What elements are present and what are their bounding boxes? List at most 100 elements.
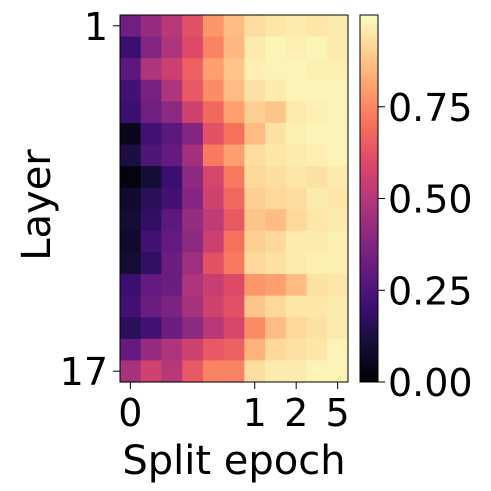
heatmap-cell bbox=[223, 166, 245, 189]
x-axis-label: Split epoch bbox=[122, 438, 345, 484]
heatmap-cell bbox=[202, 166, 225, 189]
x-tick-label: 2 bbox=[284, 391, 308, 435]
heatmap-cell bbox=[306, 122, 328, 146]
heatmap-cell bbox=[140, 101, 163, 124]
heatmap-cell bbox=[327, 360, 349, 383]
heatmap-cell bbox=[140, 360, 163, 383]
heatmap-cell bbox=[265, 122, 287, 146]
heatmap-cell bbox=[182, 360, 204, 383]
heatmap-cell bbox=[161, 79, 183, 102]
heatmap-cell bbox=[120, 122, 142, 146]
heatmap-cell bbox=[244, 338, 266, 362]
heatmap-cell bbox=[285, 187, 308, 210]
heatmap-cell bbox=[244, 79, 266, 102]
heatmap-cell bbox=[285, 79, 308, 102]
heatmap-cell bbox=[244, 101, 266, 124]
colorbar-tick-label: 0.75 bbox=[388, 86, 473, 130]
heatmap-cell bbox=[265, 317, 287, 340]
heatmap-cell bbox=[285, 15, 308, 38]
heatmap-cell bbox=[327, 317, 349, 340]
heatmap-cell bbox=[265, 166, 287, 189]
heatmap-cell bbox=[244, 58, 266, 81]
heatmap-cell bbox=[327, 166, 349, 189]
heatmap-cell bbox=[306, 209, 328, 232]
heatmap-cell bbox=[140, 295, 163, 318]
heatmap-cell bbox=[327, 338, 349, 362]
heatmap-cell bbox=[306, 36, 328, 59]
heatmap-cell bbox=[202, 360, 225, 383]
heatmap-cell bbox=[182, 317, 204, 340]
heatmap-cell bbox=[285, 295, 308, 318]
heatmap-cell bbox=[140, 317, 163, 340]
heatmap-cell bbox=[223, 79, 245, 102]
heatmap-cell bbox=[327, 209, 349, 232]
heatmap-cells bbox=[120, 15, 349, 383]
heatmap-cell bbox=[223, 295, 245, 318]
heatmap-cell bbox=[120, 36, 142, 59]
heatmap-cell bbox=[140, 338, 163, 362]
heatmap-cell bbox=[244, 230, 266, 254]
heatmap-cell bbox=[223, 360, 245, 383]
heatmap-cell bbox=[285, 209, 308, 232]
heatmap-cell bbox=[285, 338, 308, 362]
heatmap-cell bbox=[202, 338, 225, 362]
heatmap-cell bbox=[306, 101, 328, 124]
heatmap-cell bbox=[161, 122, 183, 146]
heatmap-cell bbox=[327, 187, 349, 210]
heatmap-cell bbox=[161, 274, 183, 297]
heatmap-cell bbox=[306, 58, 328, 81]
heatmap-cell bbox=[285, 317, 308, 340]
heatmap-cell bbox=[202, 58, 225, 81]
heatmap-cell bbox=[306, 230, 328, 254]
heatmap-cell bbox=[120, 317, 142, 340]
heatmap-cell bbox=[182, 15, 204, 38]
heatmap-cell bbox=[327, 36, 349, 59]
heatmap-cell bbox=[140, 209, 163, 232]
heatmap-cell bbox=[265, 187, 287, 210]
heatmap-cell bbox=[306, 144, 328, 167]
heatmap-cell bbox=[182, 252, 204, 275]
heatmap-cell bbox=[202, 230, 225, 254]
heatmap-cell bbox=[161, 338, 183, 362]
heatmap-cell bbox=[265, 252, 287, 275]
heatmap-cell bbox=[120, 252, 142, 275]
heatmap-cell bbox=[306, 166, 328, 189]
heatmap-cell bbox=[120, 58, 142, 81]
heatmap-cell bbox=[306, 274, 328, 297]
heatmap-cell bbox=[327, 79, 349, 102]
heatmap-cell bbox=[265, 79, 287, 102]
heatmap-cell bbox=[327, 58, 349, 81]
heatmap-cell bbox=[265, 209, 287, 232]
heatmap-cell bbox=[306, 15, 328, 38]
heatmap-cell bbox=[202, 15, 225, 38]
heatmap-cell bbox=[244, 295, 266, 318]
x-tick-label: 5 bbox=[326, 391, 350, 435]
heatmap-cell bbox=[327, 101, 349, 124]
heatmap-cell bbox=[140, 58, 163, 81]
heatmap-cell bbox=[182, 209, 204, 232]
heatmap-cell bbox=[182, 230, 204, 254]
heatmap-cell bbox=[306, 338, 328, 362]
heatmap-cell bbox=[182, 187, 204, 210]
heatmap-cell bbox=[223, 101, 245, 124]
heatmap-cell bbox=[265, 58, 287, 81]
heatmap-cell bbox=[202, 144, 225, 167]
heatmap-cell bbox=[120, 101, 142, 124]
heatmap-cell bbox=[285, 274, 308, 297]
colorbar-tick-label: 0.00 bbox=[388, 361, 473, 405]
heatmap-cell bbox=[202, 101, 225, 124]
heatmap-cell bbox=[120, 15, 142, 38]
heatmap-cell bbox=[327, 295, 349, 318]
colorbar-tick-label: 0.50 bbox=[388, 178, 473, 222]
heatmap-cell bbox=[182, 36, 204, 59]
heatmap-cell bbox=[285, 252, 308, 275]
heatmap-cell bbox=[244, 317, 266, 340]
heatmap-cell bbox=[161, 187, 183, 210]
heatmap-cell bbox=[244, 166, 266, 189]
heatmap-cell bbox=[306, 317, 328, 340]
heatmap-cell bbox=[244, 144, 266, 167]
heatmap-cell bbox=[161, 166, 183, 189]
heatmap-cell bbox=[140, 122, 163, 146]
